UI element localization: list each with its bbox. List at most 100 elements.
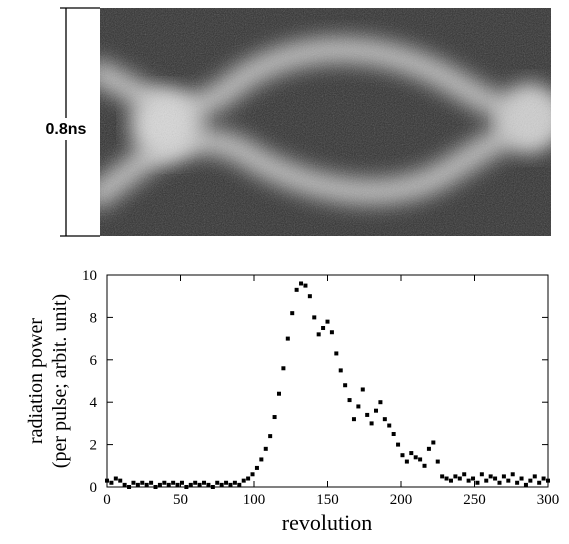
- point: [250, 472, 255, 477]
- point: [532, 474, 537, 479]
- point: [343, 383, 348, 388]
- point: [325, 319, 330, 324]
- point: [241, 478, 246, 483]
- point: [444, 476, 449, 481]
- y-tick-label: 8: [90, 310, 98, 326]
- y-axis-label: radiation power: [25, 318, 47, 444]
- point: [347, 398, 352, 403]
- point: [210, 485, 215, 489]
- point: [365, 412, 370, 417]
- point: [426, 446, 431, 451]
- point: [144, 482, 149, 487]
- point: [149, 480, 154, 485]
- y-axis-label: (per pulse; arbit. unit): [49, 294, 71, 468]
- point: [440, 474, 445, 479]
- point: [510, 472, 515, 477]
- point: [162, 480, 167, 485]
- point: [171, 480, 176, 485]
- point: [316, 332, 321, 337]
- point: [497, 480, 502, 485]
- point: [224, 480, 229, 485]
- streak-image: [100, 8, 551, 236]
- point: [232, 480, 237, 485]
- point: [382, 417, 387, 422]
- point: [391, 432, 396, 436]
- point: [369, 421, 374, 426]
- point: [374, 408, 379, 413]
- point: [237, 482, 242, 487]
- point: [471, 476, 476, 481]
- point: [140, 480, 145, 485]
- point: [488, 474, 493, 479]
- point: [321, 326, 326, 330]
- point: [254, 465, 259, 470]
- point: [338, 368, 343, 373]
- point: [259, 457, 264, 462]
- point: [268, 434, 273, 439]
- point: [290, 311, 295, 316]
- x-tick-label: 200: [390, 492, 413, 508]
- point: [466, 478, 471, 483]
- point: [329, 330, 334, 335]
- point: [184, 485, 189, 489]
- point: [113, 476, 118, 481]
- point: [457, 476, 462, 481]
- point: [475, 480, 480, 485]
- point: [215, 480, 220, 485]
- x-tick-label: 150: [316, 492, 339, 508]
- point: [546, 478, 550, 483]
- point: [523, 482, 528, 487]
- point: [299, 281, 304, 286]
- point: [501, 474, 506, 479]
- point: [202, 480, 207, 485]
- point: [448, 478, 453, 483]
- point: [303, 283, 308, 288]
- x-tick-label: 100: [243, 492, 266, 508]
- point: [493, 476, 498, 481]
- point: [175, 482, 180, 487]
- point: [378, 400, 383, 405]
- point: [105, 478, 109, 483]
- point: [360, 387, 365, 392]
- point: [515, 480, 520, 485]
- point: [387, 423, 392, 428]
- point: [528, 478, 533, 483]
- point: [312, 315, 317, 320]
- point: [153, 485, 158, 489]
- point: [400, 453, 405, 458]
- point: [118, 478, 123, 483]
- point: [272, 415, 277, 420]
- point: [263, 446, 268, 451]
- point: [246, 476, 251, 481]
- y-tick-label: 10: [82, 268, 97, 284]
- plot-frame: [106, 274, 549, 488]
- point: [294, 287, 299, 292]
- point: [453, 474, 458, 479]
- point: [109, 480, 114, 485]
- point: [127, 485, 132, 489]
- x-tick-label: 300: [537, 492, 560, 508]
- scale-label: 0.8ns: [46, 121, 87, 138]
- point: [435, 459, 440, 464]
- x-axis-label: revolution: [282, 510, 372, 535]
- point: [541, 476, 546, 481]
- point: [356, 404, 361, 409]
- point: [219, 482, 224, 487]
- point: [281, 366, 286, 371]
- point: [131, 480, 136, 485]
- x-tick-label: 50: [173, 492, 188, 508]
- point: [285, 336, 290, 341]
- y-tick-label: 0: [90, 480, 98, 496]
- point: [537, 480, 542, 485]
- point: [188, 482, 193, 487]
- point: [462, 472, 467, 477]
- point: [193, 480, 198, 485]
- point: [276, 391, 281, 396]
- point: [413, 455, 418, 460]
- point: [506, 478, 511, 483]
- point: [396, 442, 401, 447]
- x-tick-label: 0: [103, 492, 111, 508]
- y-tick-label: 6: [90, 353, 98, 369]
- point: [157, 482, 162, 487]
